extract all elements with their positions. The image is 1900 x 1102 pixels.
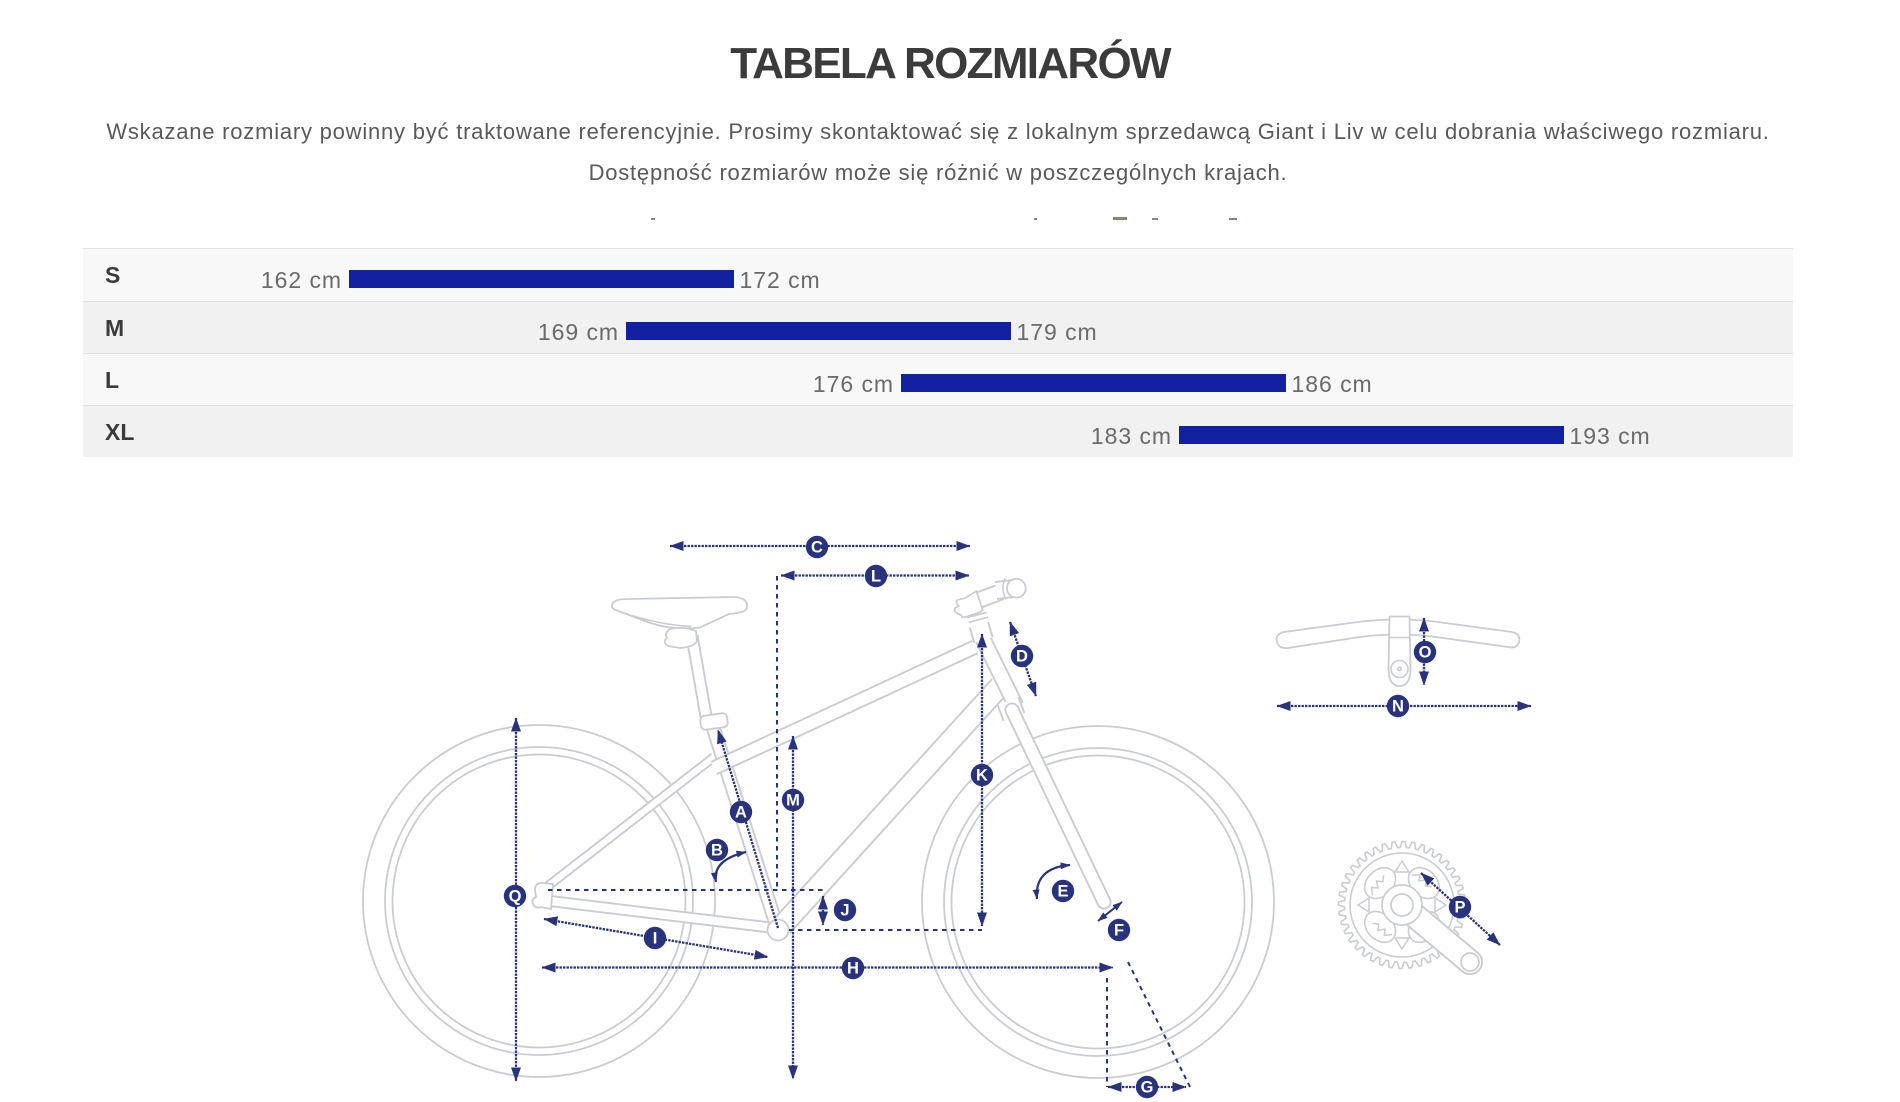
svg-text:L: L — [871, 568, 881, 586]
svg-text:B: B — [711, 842, 723, 860]
svg-text:Q: Q — [509, 888, 522, 906]
svg-text:O: O — [1419, 644, 1432, 662]
svg-text:K: K — [976, 767, 988, 785]
svg-text:M: M — [786, 792, 800, 810]
svg-text:I: I — [653, 930, 658, 948]
svg-text:C: C — [811, 539, 823, 557]
svg-text:H: H — [847, 960, 859, 978]
svg-text:J: J — [840, 902, 849, 920]
svg-text:G: G — [1141, 1079, 1154, 1097]
svg-text:F: F — [1114, 922, 1124, 940]
svg-text:N: N — [1392, 698, 1404, 716]
svg-text:E: E — [1057, 883, 1068, 901]
svg-text:P: P — [1454, 899, 1465, 917]
svg-text:A: A — [735, 804, 747, 822]
svg-text:D: D — [1016, 648, 1028, 666]
